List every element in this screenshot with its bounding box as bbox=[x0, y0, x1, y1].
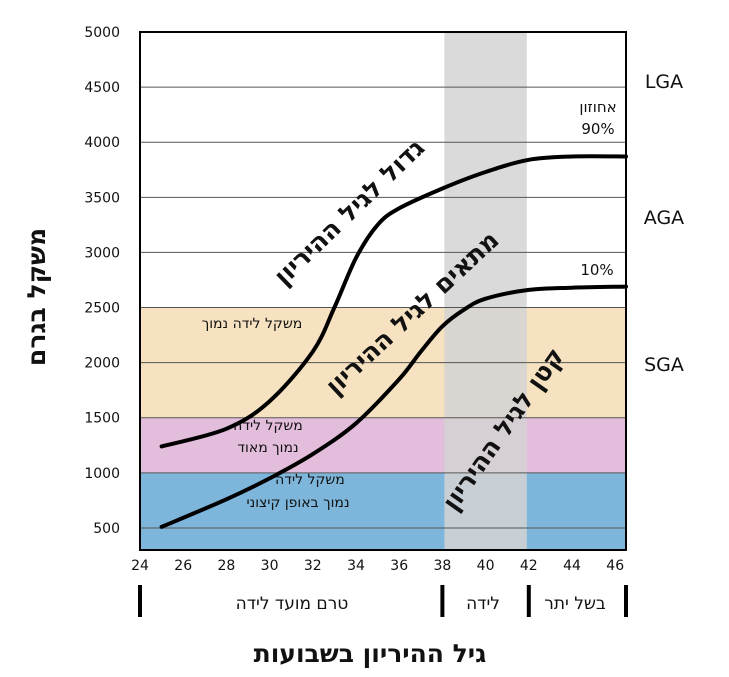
phase-label-postterm: בשל יתר bbox=[544, 594, 606, 614]
band-label-very-low-line1: משקל לידה bbox=[233, 418, 303, 434]
gridlines bbox=[140, 31, 626, 529]
curve-10th-percentile bbox=[159, 284, 628, 529]
x-tick-label: 46 bbox=[606, 558, 624, 574]
pct-label-10-value: 10% bbox=[580, 261, 613, 279]
side-label-lga: LGA bbox=[645, 71, 683, 93]
y-tick-label: 4500 bbox=[84, 80, 120, 96]
x-tick-labels: 24 26 28 30 32 34 36 38 40 42 44 46 bbox=[131, 558, 624, 574]
phase-separators bbox=[138, 585, 628, 617]
side-label-aga: AGA bbox=[644, 207, 684, 229]
y-tick-label: 3500 bbox=[84, 190, 120, 206]
y-tick-label: 2500 bbox=[84, 301, 120, 317]
x-tick-label: 40 bbox=[477, 558, 495, 574]
y-tick-labels: 500 1000 1500 2000 2500 3000 3500 4000 4500 5000 bbox=[84, 25, 120, 537]
side-label-sga: SGA bbox=[644, 354, 684, 376]
band-label-very-low-line2: נמוך מאוד bbox=[237, 440, 298, 456]
plot-frame bbox=[139, 31, 627, 551]
x-tick-label: 38 bbox=[433, 558, 451, 574]
y-tick-label: 500 bbox=[93, 521, 120, 537]
x-axis-title: גיל ההיריון בשבועות bbox=[254, 639, 487, 668]
y-tick-label: 1000 bbox=[84, 466, 120, 482]
y-tick-label: 3000 bbox=[84, 245, 120, 261]
x-tick-label: 42 bbox=[520, 558, 538, 574]
x-tick-label: 32 bbox=[304, 558, 322, 574]
y-tick-label: 2000 bbox=[84, 356, 120, 372]
band-label-low: משקל לידה נמוך bbox=[202, 316, 303, 332]
y-axis-title: משקל בגרם bbox=[22, 228, 51, 366]
x-tick-label: 26 bbox=[174, 558, 192, 574]
band-label-extreme-line1: משקל לידה bbox=[275, 472, 345, 488]
curve-label-large: גדול לגיל ההיריון bbox=[268, 133, 430, 291]
x-tick-label: 44 bbox=[563, 558, 581, 574]
x-tick-label: 30 bbox=[261, 558, 279, 574]
pct-label-90-value: 90% bbox=[581, 120, 614, 138]
band-very-low-weight bbox=[140, 417, 626, 473]
x-tick-label: 28 bbox=[217, 558, 235, 574]
x-tick-label: 34 bbox=[347, 558, 365, 574]
phase-label-preterm: טרם מועד לידה bbox=[236, 594, 349, 614]
curve-90th-percentile bbox=[159, 154, 628, 449]
band-label-extreme-line2: נמוך באופן קיצוני bbox=[246, 495, 349, 511]
phase-label-term: לידה bbox=[466, 594, 500, 614]
y-tick-label: 1500 bbox=[84, 411, 120, 427]
x-tick-label: 36 bbox=[390, 558, 408, 574]
x-tick-label: 24 bbox=[131, 558, 149, 574]
y-tick-label: 4000 bbox=[84, 135, 120, 151]
pct-label-90-word: אחוזון bbox=[579, 98, 616, 116]
band-extremely-low-weight bbox=[140, 472, 626, 550]
y-tick-label: 5000 bbox=[84, 25, 120, 41]
